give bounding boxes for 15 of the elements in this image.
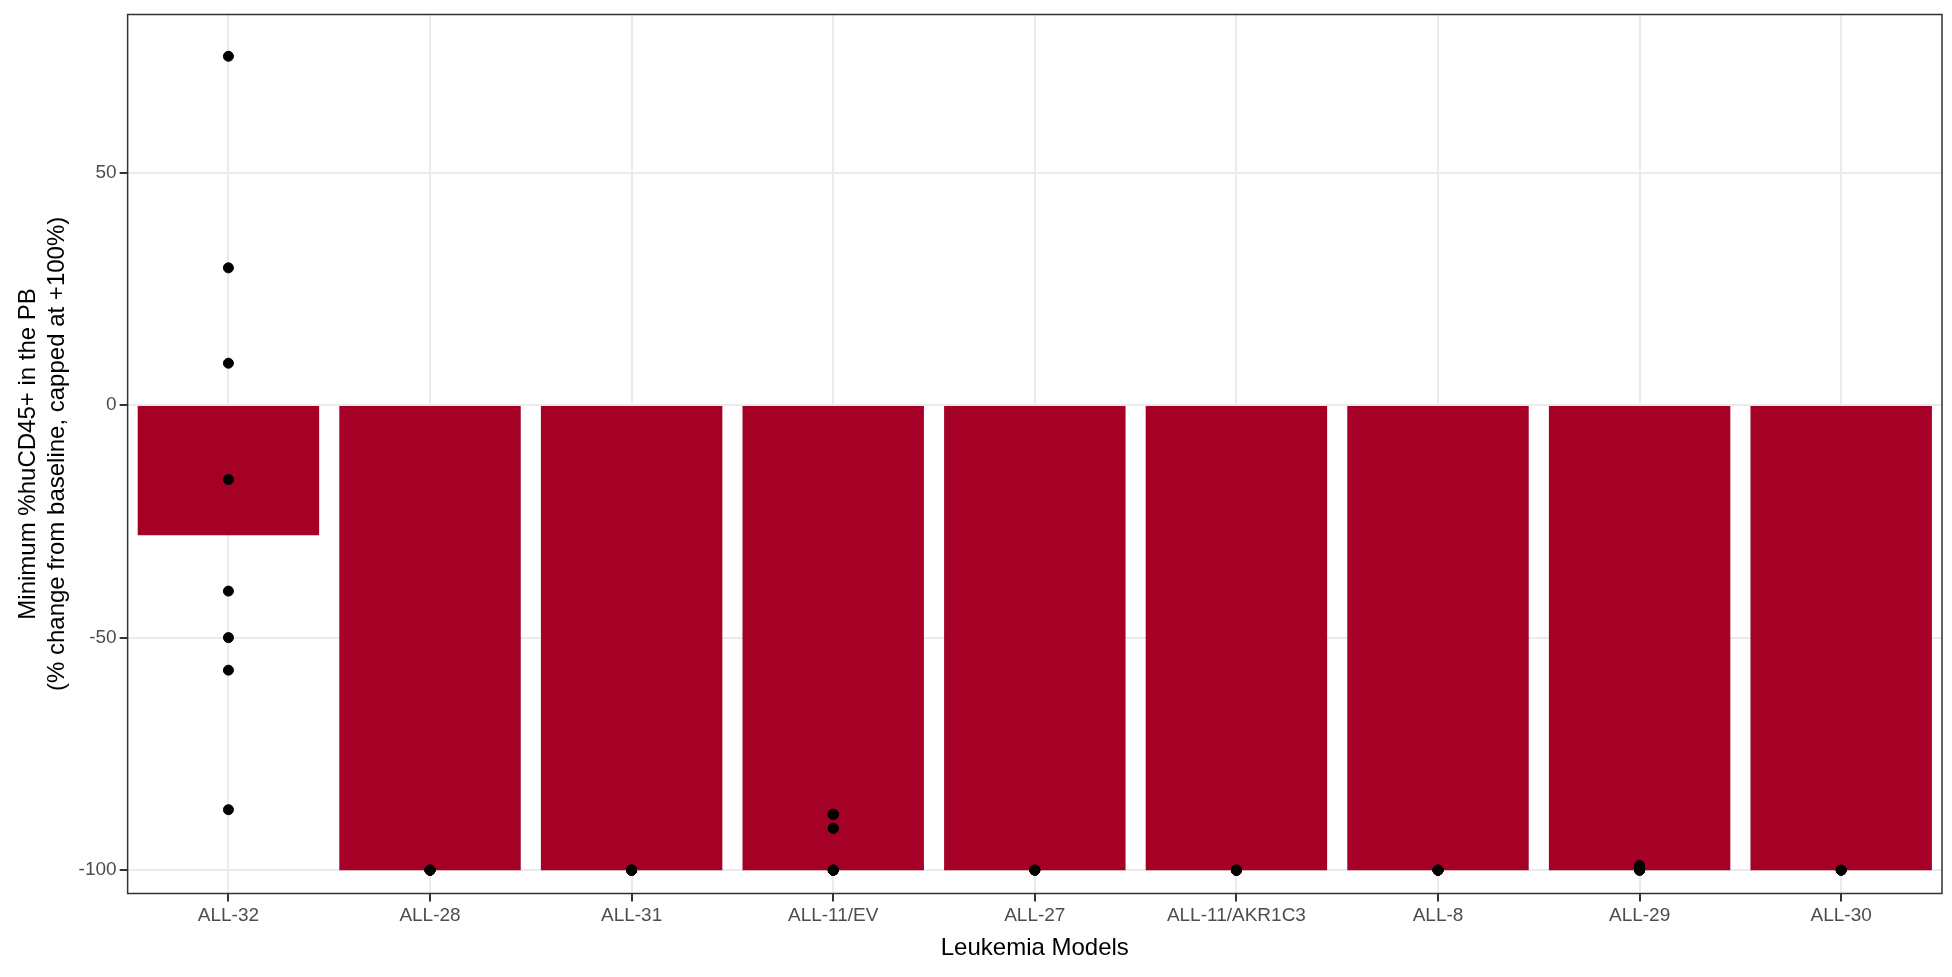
x-tick-label: ALL-29 <box>1608 904 1671 926</box>
x-tick-label: ALL-30 <box>1810 904 1872 926</box>
x-tick-label: ALL-31 <box>600 904 663 926</box>
x-tick-label: ALL-11/AKR1C3 <box>1166 904 1306 926</box>
y-tick-label: -100 <box>78 858 117 880</box>
x-tick-label: ALL-28 <box>399 904 461 926</box>
x-tick-label: ALL-11/EV <box>787 904 879 926</box>
x-axis-title: Leukemia Models <box>940 933 1129 961</box>
y-tick-label: -50 <box>89 625 117 647</box>
y-axis-title: Minimum %huCD45+ in the PB (% change from baseline, capped at +100%) <box>13 216 69 692</box>
x-tick-label: ALL-8 <box>1412 904 1464 926</box>
y-tick-label: 0 <box>106 393 117 415</box>
x-tick-label: ALL-27 <box>1004 904 1066 926</box>
x-tick-label: ALL-32 <box>197 904 260 926</box>
y-tick-label: 50 <box>95 160 117 182</box>
